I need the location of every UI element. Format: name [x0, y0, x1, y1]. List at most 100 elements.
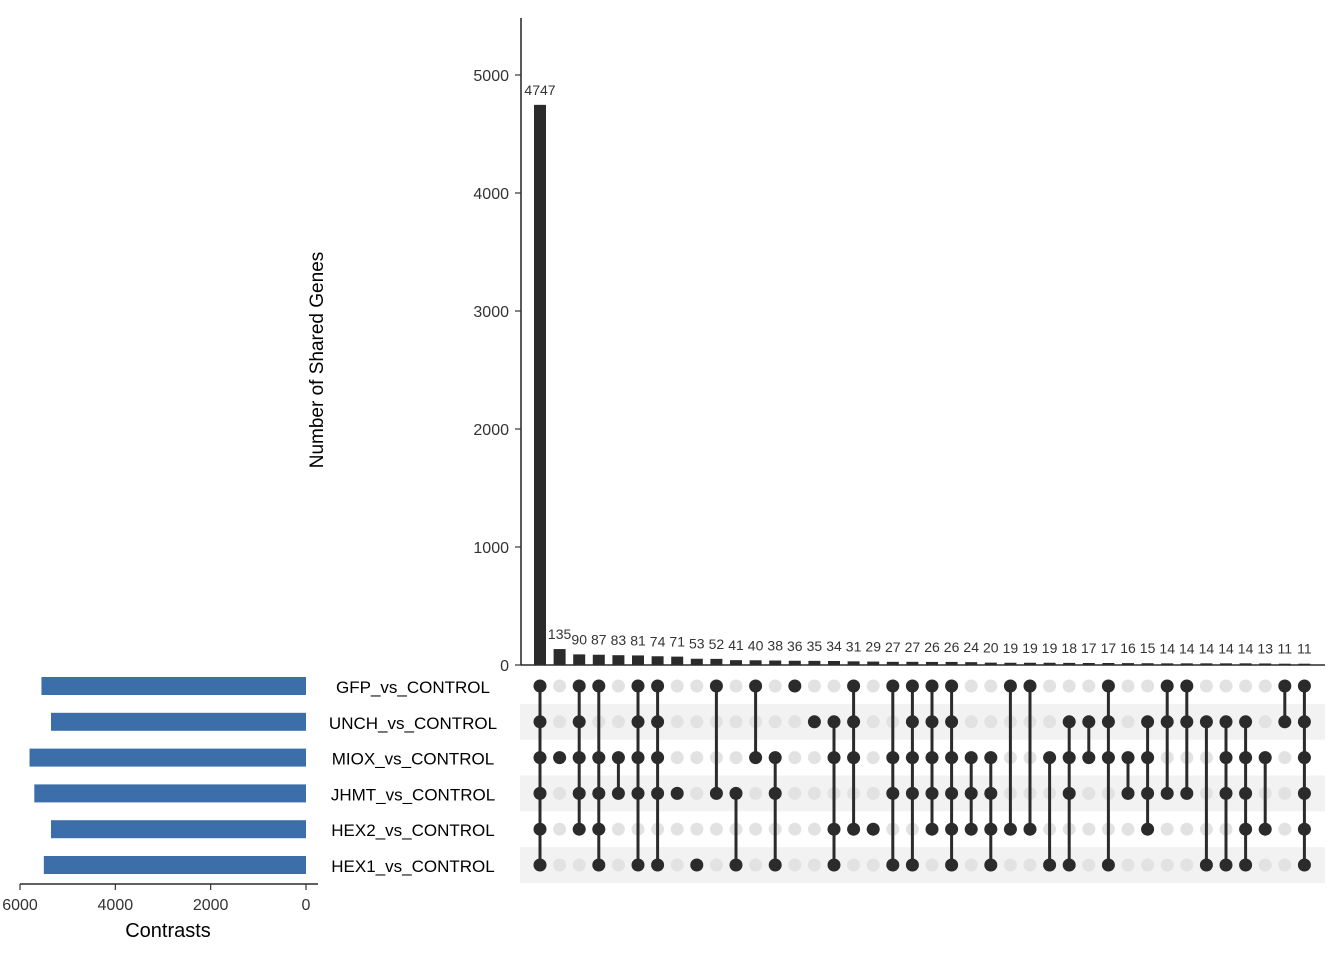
- matrix-dot-empty: [768, 715, 782, 729]
- matrix-dot-filled: [945, 786, 959, 800]
- matrix-dot-filled: [611, 751, 625, 765]
- matrix-dot-filled: [1141, 786, 1155, 800]
- matrix-dot-filled: [945, 822, 959, 836]
- intersection-bar: [926, 661, 938, 665]
- matrix-dot-filled: [1297, 786, 1311, 800]
- matrix-dot-filled: [886, 679, 900, 693]
- matrix-dot-filled: [1278, 679, 1292, 693]
- matrix-dot-filled: [905, 679, 919, 693]
- matrix-dot-filled: [729, 786, 743, 800]
- bar-value-label: 14: [1218, 640, 1234, 656]
- matrix-dot-empty: [1160, 822, 1174, 836]
- matrix-dot-filled: [1239, 822, 1253, 836]
- intersection-bar: [808, 660, 821, 665]
- matrix-dot-filled: [1043, 751, 1057, 765]
- intersection-bar: [710, 658, 723, 665]
- set-size-tick-label: 6000: [2, 897, 38, 914]
- matrix-dot-filled: [572, 751, 586, 765]
- set-size-tick-label: 0: [302, 897, 311, 914]
- matrix-dot-filled: [1297, 751, 1311, 765]
- intersection-bar: [690, 658, 703, 665]
- matrix-dot-empty: [847, 858, 861, 872]
- set-size-tick-label: 4000: [98, 897, 134, 914]
- matrix-dot-filled: [1062, 715, 1076, 729]
- matrix-dot-empty: [1141, 858, 1155, 872]
- intersection-bar: [730, 660, 742, 665]
- matrix-dot-filled: [1160, 786, 1174, 800]
- matrix-dot-filled: [1160, 679, 1174, 693]
- bar-value-label: 17: [1101, 640, 1117, 656]
- matrix-dot-empty: [670, 679, 684, 693]
- intersection-bar: [984, 662, 997, 665]
- matrix-dot-filled: [1180, 679, 1194, 693]
- matrix-dot-filled: [1062, 751, 1076, 765]
- intersection-bar: [1161, 663, 1174, 665]
- matrix-dot-empty: [709, 858, 723, 872]
- matrix-dot-filled: [827, 858, 841, 872]
- intersection-bar: [1298, 663, 1311, 665]
- matrix-dot-empty: [1082, 679, 1096, 693]
- matrix-dot-filled: [886, 751, 900, 765]
- matrix-dot-empty: [1121, 715, 1135, 729]
- bar-value-label: 17: [1081, 640, 1097, 656]
- matrix-dot-empty: [925, 858, 939, 872]
- y-tick-label: 1000: [473, 540, 509, 557]
- matrix-dot-empty: [729, 679, 743, 693]
- matrix-dot-filled: [925, 786, 939, 800]
- matrix-dot-empty: [611, 858, 625, 872]
- intersection-bar: [632, 655, 644, 665]
- intersection-bar: [886, 661, 899, 665]
- matrix-dot-filled: [1219, 715, 1233, 729]
- matrix-dot-empty: [1043, 715, 1057, 729]
- y-tick-label: 5000: [473, 68, 509, 85]
- bar-value-label: 87: [591, 632, 607, 648]
- matrix-dot-filled: [925, 715, 939, 729]
- matrix-dot-filled: [1101, 715, 1115, 729]
- matrix-dot-empty: [729, 751, 743, 765]
- matrix-dot-filled: [670, 786, 684, 800]
- matrix-dot-filled: [553, 751, 567, 765]
- matrix-dot-filled: [749, 751, 763, 765]
- matrix-dot-filled: [631, 679, 645, 693]
- matrix-dot-filled: [1121, 786, 1135, 800]
- matrix-dot-empty: [670, 715, 684, 729]
- matrix-dot-filled: [1062, 858, 1076, 872]
- intersection-bar: [671, 656, 684, 665]
- intersection-bar: [1200, 663, 1213, 665]
- intersection-bar: [1220, 663, 1232, 665]
- bar-value-label: 71: [669, 634, 685, 650]
- intersection-bar: [1122, 663, 1134, 665]
- matrix-dot-empty: [611, 715, 625, 729]
- matrix-dot-empty: [1082, 822, 1096, 836]
- intersection-bar: [749, 660, 762, 665]
- matrix-dot-filled: [690, 858, 704, 872]
- set-label: JHMT_vs_CONTROL: [331, 785, 495, 804]
- matrix-dot-filled: [827, 822, 841, 836]
- matrix-dot-empty: [729, 715, 743, 729]
- y-tick-label: 2000: [473, 422, 509, 439]
- matrix-dot-empty: [984, 679, 998, 693]
- bar-value-label: 74: [650, 633, 666, 649]
- matrix-dot-empty: [553, 786, 567, 800]
- matrix-dot-filled: [1101, 751, 1115, 765]
- y-axis-title: Number of Shared Genes: [307, 252, 328, 469]
- matrix-dot-empty: [1278, 822, 1292, 836]
- matrix-dot-filled: [847, 679, 861, 693]
- matrix-dot-empty: [1121, 858, 1135, 872]
- matrix-dot-filled: [945, 679, 959, 693]
- bar-value-label: 19: [1042, 640, 1058, 656]
- matrix-dot-empty: [709, 822, 723, 836]
- matrix-dot-empty: [964, 679, 978, 693]
- matrix-dot-filled: [592, 858, 606, 872]
- matrix-dot-filled: [768, 751, 782, 765]
- matrix-dot-filled: [592, 751, 606, 765]
- matrix-dot-empty: [788, 822, 802, 836]
- matrix-dot-empty: [1219, 679, 1233, 693]
- matrix-dot-filled: [1199, 858, 1213, 872]
- matrix-dot-empty: [670, 858, 684, 872]
- intersection-bar: [769, 660, 782, 665]
- matrix-dot-filled: [533, 858, 547, 872]
- set-label: UNCH_vs_CONTROL: [329, 714, 497, 733]
